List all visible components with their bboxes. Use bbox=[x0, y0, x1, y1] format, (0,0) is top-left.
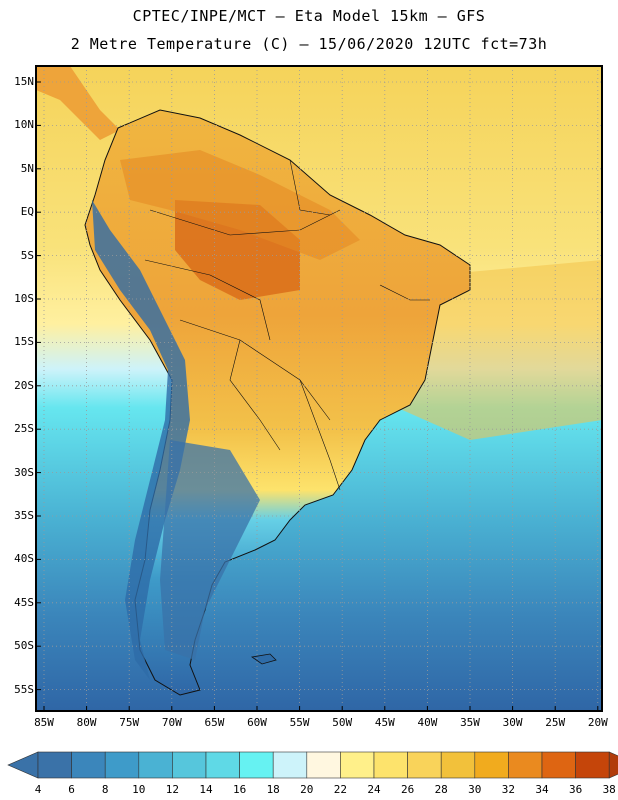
lon-label: 80W bbox=[76, 716, 97, 729]
colorbar-label: 12 bbox=[165, 783, 180, 796]
colorbar-swatch bbox=[373, 751, 408, 779]
colorbar-label: 22 bbox=[333, 783, 348, 796]
colorbar-label: 18 bbox=[266, 783, 280, 796]
colorbar-under-arrow bbox=[7, 751, 39, 779]
lon-label: 30W bbox=[502, 716, 523, 729]
colorbar-swatch bbox=[37, 751, 72, 779]
colorbar-label: 32 bbox=[501, 783, 516, 796]
lat-label: 10S bbox=[14, 292, 34, 305]
lat-label: 10N bbox=[14, 118, 34, 132]
colorbar-label: 26 bbox=[400, 783, 415, 796]
lon-label: 55W bbox=[289, 716, 310, 729]
colorbar-label: 34 bbox=[535, 783, 549, 796]
lon-label: 70W bbox=[161, 716, 182, 729]
colorbar-label: 14 bbox=[199, 783, 213, 796]
colorbar-swatch bbox=[239, 751, 274, 779]
colorbar-swatch bbox=[306, 751, 341, 779]
lat-label: 25S bbox=[14, 422, 34, 436]
lon-label: 60W bbox=[247, 716, 267, 729]
colorbar-swatch bbox=[575, 751, 610, 779]
lon-label: 50W bbox=[332, 716, 353, 729]
colorbar-label: 10 bbox=[132, 783, 146, 796]
colorbar-label: 24 bbox=[367, 783, 381, 796]
falkland-islands bbox=[250, 653, 277, 665]
colorbar-label: 20 bbox=[300, 783, 314, 796]
colorbar-label: 8 bbox=[101, 783, 109, 796]
colorbar-label: 38 bbox=[602, 783, 616, 796]
colorbar-label: 16 bbox=[232, 783, 247, 796]
colorbar-swatch bbox=[172, 751, 207, 779]
axis-ticks bbox=[36, 81, 599, 711]
colorbar-label: 36 bbox=[568, 783, 583, 796]
lat-label: 55S bbox=[14, 682, 34, 696]
colorbar-swatch bbox=[340, 751, 375, 779]
colorbar-swatch bbox=[508, 751, 543, 779]
central-america bbox=[36, 66, 120, 140]
lon-label: 65W bbox=[204, 716, 225, 729]
lon-label: 45W bbox=[374, 716, 395, 729]
lat-label: 35S bbox=[14, 509, 34, 522]
lon-label: 40W bbox=[417, 716, 438, 729]
map-frame bbox=[35, 65, 603, 712]
north-warm-zone bbox=[120, 150, 360, 260]
colorbar-swatch bbox=[541, 751, 576, 779]
lat-label: 40S bbox=[14, 552, 34, 566]
lat-label: 20S bbox=[14, 378, 34, 392]
colorbar-label: 28 bbox=[434, 783, 448, 796]
colorbar-swatch bbox=[104, 751, 140, 779]
lon-label: 35W bbox=[460, 716, 480, 729]
colorbar-swatch bbox=[138, 751, 173, 779]
colorbar-label: 6 bbox=[68, 783, 75, 796]
lat-label: 45S bbox=[14, 595, 34, 609]
colorbar-label: 30 bbox=[468, 783, 482, 796]
colorbar bbox=[7, 751, 618, 779]
lat-label: 5S bbox=[20, 248, 34, 262]
chart-title-line-2: 2 Metre Temperature (C) – 15/06/2020 12U… bbox=[70, 35, 548, 53]
colorbar-swatch bbox=[474, 751, 509, 779]
colorbar-swatch bbox=[440, 751, 476, 779]
lat-label: 50S bbox=[14, 639, 34, 653]
lon-label: 20W bbox=[587, 716, 608, 729]
lat-label: 15N bbox=[14, 75, 34, 88]
lon-label: 85W bbox=[34, 716, 54, 729]
lon-label: 25W bbox=[545, 716, 566, 729]
chart-title-line-1: CPTEC/INPE/MCT – Eta Model 15km – GFS bbox=[132, 7, 486, 25]
colorbar-swatch bbox=[205, 751, 240, 779]
colorbar-label: 4 bbox=[34, 783, 42, 796]
patagonia-cold bbox=[160, 440, 260, 660]
lat-label: 5N bbox=[20, 161, 34, 175]
colorbar-swatch bbox=[71, 751, 106, 779]
lat-label: 30S bbox=[14, 465, 34, 479]
andes-cold-strip bbox=[92, 200, 190, 680]
colorbar-swatch bbox=[272, 751, 308, 779]
colorbar-swatch bbox=[407, 751, 442, 779]
lat-label: 15S bbox=[14, 335, 34, 349]
lon-label: 75W bbox=[119, 716, 140, 729]
lat-label: EQ bbox=[20, 205, 34, 219]
colorbar-over-arrow bbox=[608, 751, 618, 779]
